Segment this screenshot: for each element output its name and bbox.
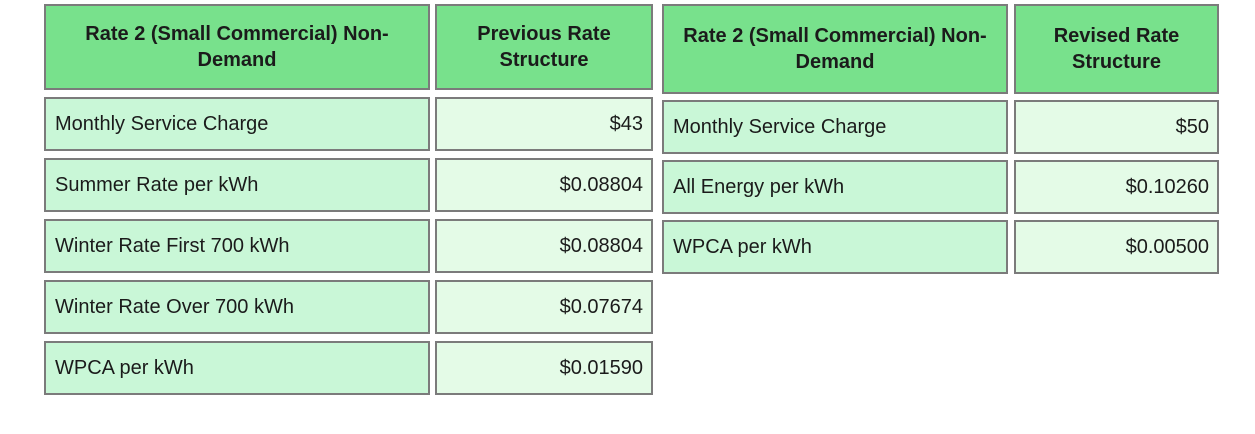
previous-rate-structure-header: Previous Rate Structure bbox=[435, 4, 653, 90]
previous-rate-table: Rate 2 (Small Commercial) Non-Demand Pre… bbox=[44, 4, 653, 395]
row-label-wpca: WPCA per kWh bbox=[44, 341, 430, 395]
row-value-all-energy: $0.10260 bbox=[1014, 160, 1219, 214]
row-label-monthly-service-charge: Monthly Service Charge bbox=[662, 100, 1008, 154]
row-label-summer-rate: Summer Rate per kWh bbox=[44, 158, 430, 212]
revised-rate-structure-header: Revised Rate Structure bbox=[1014, 4, 1219, 94]
row-label-winter-rate-first-700: Winter Rate First 700 kWh bbox=[44, 219, 430, 273]
revised-table-title-header: Rate 2 (Small Commercial) Non-Demand bbox=[662, 4, 1008, 94]
row-value-summer-rate: $0.08804 bbox=[435, 158, 653, 212]
row-value-winter-rate-over-700: $0.07674 bbox=[435, 280, 653, 334]
row-value-monthly-service-charge: $50 bbox=[1014, 100, 1219, 154]
previous-table-title-header: Rate 2 (Small Commercial) Non-Demand bbox=[44, 4, 430, 90]
revised-rate-table: Rate 2 (Small Commercial) Non-Demand Rev… bbox=[662, 4, 1219, 274]
row-value-monthly-service-charge: $43 bbox=[435, 97, 653, 151]
row-label-monthly-service-charge: Monthly Service Charge bbox=[44, 97, 430, 151]
row-label-all-energy: All Energy per kWh bbox=[662, 160, 1008, 214]
row-value-winter-rate-first-700: $0.08804 bbox=[435, 219, 653, 273]
row-label-wpca: WPCA per kWh bbox=[662, 220, 1008, 274]
row-label-winter-rate-over-700: Winter Rate Over 700 kWh bbox=[44, 280, 430, 334]
row-value-wpca: $0.01590 bbox=[435, 341, 653, 395]
row-value-wpca: $0.00500 bbox=[1014, 220, 1219, 274]
